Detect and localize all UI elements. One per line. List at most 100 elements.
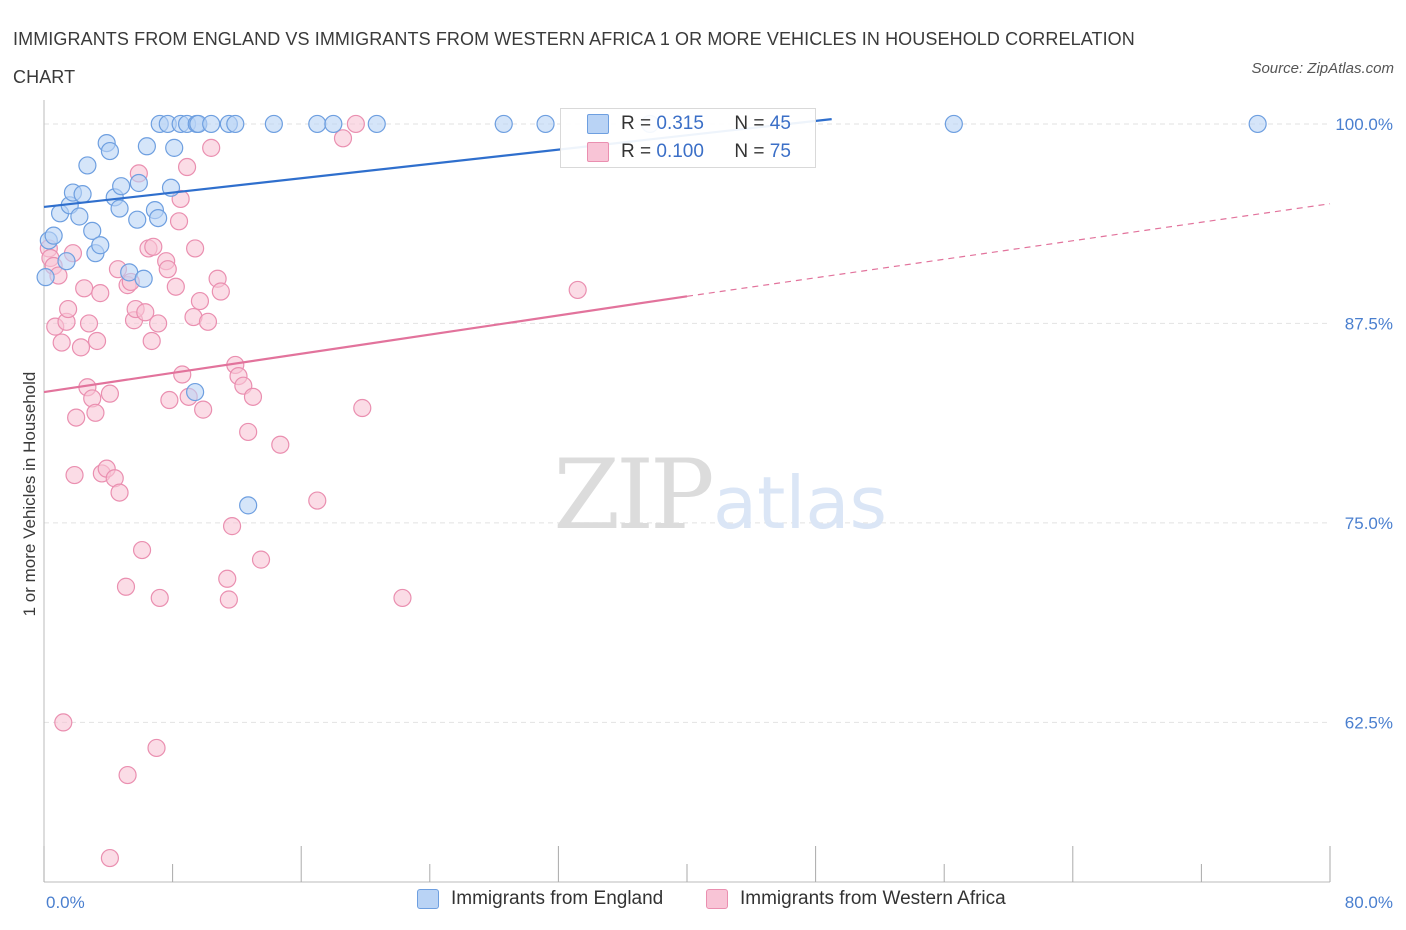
- england-point: [44, 226, 63, 245]
- wafrica-point: [202, 138, 221, 157]
- wafrica-point: [333, 129, 353, 148]
- wafrica-point: [79, 314, 99, 333]
- england-swatch: [587, 114, 609, 134]
- stats-legend: R = 0.315 N = 45 R = 0.100 N = 75: [560, 108, 816, 168]
- series-england: [36, 114, 1267, 515]
- wafrica-point: [393, 588, 412, 608]
- source-label: Source: ZipAtlas.com: [1251, 60, 1394, 77]
- wafrica-point: [150, 588, 169, 608]
- wafrica-point: [251, 550, 271, 569]
- england-point: [91, 236, 110, 255]
- wafrica-point: [222, 517, 242, 536]
- england-point: [70, 207, 89, 226]
- wafrica-point: [166, 277, 185, 296]
- england-point: [112, 177, 131, 196]
- wafrica-point: [149, 314, 168, 333]
- watermark-atlas: atlas: [713, 461, 887, 545]
- y-axis-label: 1 or more Vehicles in Household: [20, 372, 39, 617]
- england-point: [100, 141, 120, 161]
- wafrica-point: [144, 237, 163, 256]
- england-point: [186, 382, 205, 402]
- watermark-zip: ZIP: [553, 439, 712, 551]
- wafrica-point: [100, 848, 120, 868]
- england-point: [57, 252, 76, 271]
- wafrica-point: [147, 738, 166, 758]
- england-point: [536, 114, 555, 134]
- wafrica-n-value: 75: [769, 141, 791, 162]
- england-point: [110, 199, 129, 218]
- y-tick-label: 62.5%: [1345, 713, 1393, 732]
- england-point: [36, 268, 55, 287]
- wafrica-point: [353, 398, 372, 418]
- england-point: [202, 114, 221, 134]
- wafrica-point: [59, 299, 78, 319]
- wafrica-point: [100, 384, 120, 403]
- england-point: [264, 114, 283, 134]
- y-tick-label: 87.5%: [1345, 314, 1393, 333]
- england-point: [324, 114, 343, 134]
- series-legend: Immigrants from England Immigrants from …: [0, 888, 1406, 916]
- wafrica-point: [219, 590, 238, 609]
- x-tick-label: 80.0%: [1345, 893, 1393, 912]
- england-point: [494, 114, 513, 134]
- wafrica-r-label: R =: [621, 141, 652, 162]
- england-point: [165, 138, 184, 157]
- wafrica-point: [91, 284, 110, 303]
- legend-row-wafrica: R = 0.100 N = 75: [587, 140, 791, 164]
- england-n-label: N =: [734, 113, 765, 134]
- wafrica-point: [54, 713, 73, 732]
- legend-england-swatch: [417, 889, 439, 909]
- wafrica-point: [110, 483, 129, 502]
- wafrica-point: [568, 280, 587, 300]
- wafrica-point: [194, 400, 213, 419]
- wafrica-point: [67, 408, 86, 427]
- wafrica-point: [243, 387, 263, 406]
- wafrica-point: [186, 239, 205, 258]
- wafrica-point: [177, 157, 197, 177]
- england-point: [137, 137, 156, 156]
- wafrica-point: [169, 212, 189, 231]
- wafrica-point: [87, 331, 107, 351]
- wafrica-point: [142, 331, 161, 351]
- trend-line-extension: [686, 203, 1331, 297]
- wafrica-point: [52, 333, 71, 352]
- wafrica-n-label: N =: [734, 141, 765, 162]
- wafrica-point: [198, 312, 218, 331]
- england-point: [1248, 114, 1267, 134]
- england-r-label: R =: [621, 113, 652, 134]
- wafrica-point: [218, 569, 237, 588]
- wafrica-point: [190, 291, 210, 311]
- wafrica-point: [118, 765, 137, 785]
- england-point: [134, 269, 153, 288]
- series-western-africa: [39, 114, 587, 868]
- england-point: [83, 221, 102, 240]
- england-point: [226, 114, 245, 134]
- legend-item-england[interactable]: Immigrants from England: [417, 888, 663, 910]
- axes: [43, 100, 1331, 883]
- england-point: [367, 114, 386, 134]
- wafrica-point: [116, 577, 136, 596]
- wafrica-r-value: 0.100: [656, 141, 704, 162]
- wafrica-point: [86, 403, 105, 422]
- legend-row-england: R = 0.315 N = 45: [587, 112, 791, 136]
- wafrica-point: [71, 338, 91, 357]
- wafrica-point: [160, 390, 179, 410]
- wafrica-point: [308, 491, 327, 510]
- england-point: [73, 185, 92, 204]
- chart-title: IMMIGRANTS FROM ENGLAND VS IMMIGRANTS FR…: [13, 29, 1135, 87]
- tick-labels: 100.0% 87.5% 75.0% 62.5% 0.0% 80.0%: [46, 115, 1393, 912]
- legend-item-wafrica[interactable]: Immigrants from Western Africa: [706, 888, 1006, 910]
- england-n-value: 45: [769, 113, 791, 134]
- x-tick-label: 0.0%: [46, 893, 85, 912]
- wafrica-point: [211, 282, 230, 301]
- wafrica-point: [271, 435, 290, 454]
- wafrica-point: [65, 465, 84, 485]
- grid-lines: [44, 123, 1330, 723]
- legend-england-label: Immigrants from England: [451, 888, 664, 909]
- y-tick-label: 75.0%: [1345, 514, 1393, 533]
- wafrica-point: [346, 114, 365, 134]
- wafrica-point: [136, 303, 155, 322]
- wafrica-point: [132, 540, 152, 560]
- england-point: [308, 114, 327, 134]
- england-r-value: 0.315: [656, 113, 704, 134]
